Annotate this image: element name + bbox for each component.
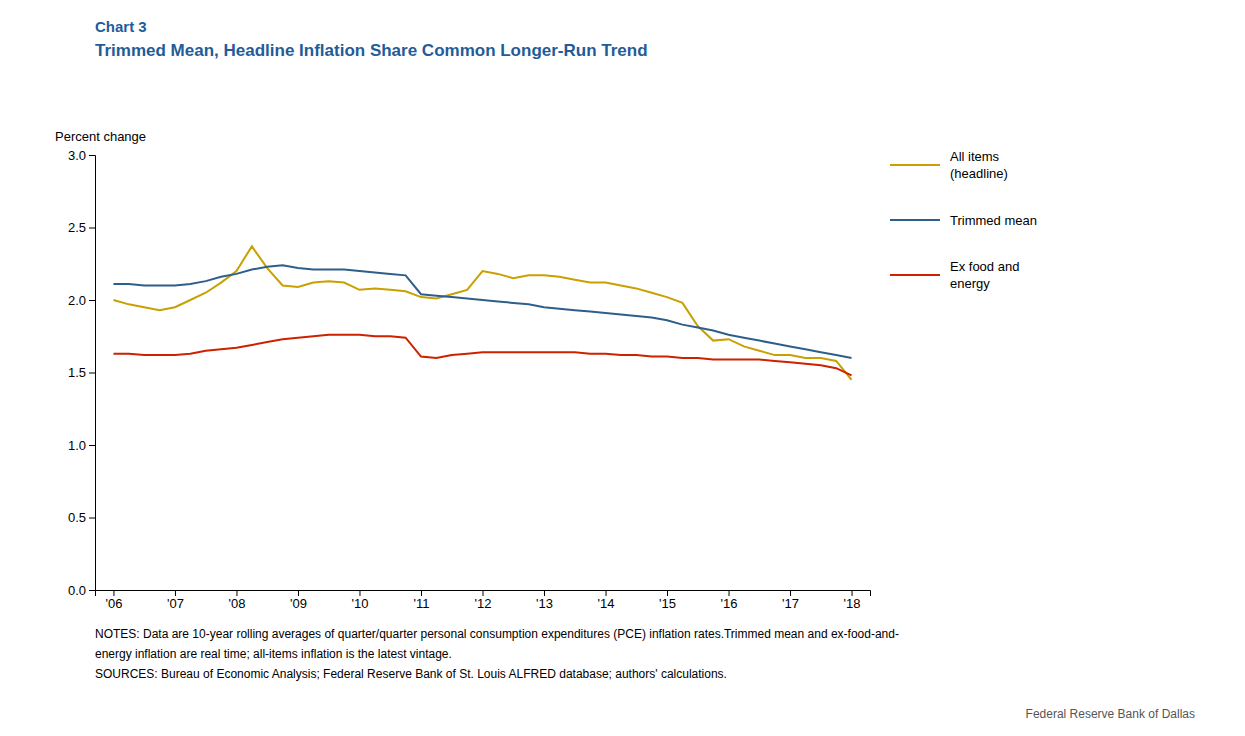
- x-tick-label: '18: [844, 596, 861, 611]
- series-line: [113, 246, 851, 379]
- x-tick: '07: [167, 590, 184, 611]
- y-tick-mark: [89, 590, 95, 591]
- x-tick-label: '15: [659, 596, 676, 611]
- x-tick-mark: [852, 590, 853, 596]
- y-tick-label: 0.5: [68, 510, 86, 525]
- x-tick: '08: [228, 590, 245, 611]
- series-line: [113, 265, 851, 358]
- y-tick: 2.0: [68, 293, 95, 308]
- y-tick-mark: [89, 373, 95, 374]
- y-tick-label: 2.5: [68, 220, 86, 235]
- y-axis-title: Percent change: [55, 129, 146, 144]
- x-tick-label: '08: [228, 596, 245, 611]
- x-tick: '09: [290, 590, 307, 611]
- lines: [113, 246, 851, 379]
- y-axis: 0.0 0.5 1.0 1.5 2.0 2.5 3.0: [68, 148, 96, 598]
- x-tick-label: '13: [536, 596, 553, 611]
- legend-swatch: [890, 219, 940, 221]
- y-tick-label: 1.0: [68, 438, 86, 453]
- x-tick-mark: [298, 590, 299, 596]
- x-tick-mark: [790, 590, 791, 596]
- x-axis: '06 '07 '08 '09 '10 '11 '12 '13 '14 '15 '16 '17 '18: [96, 590, 871, 611]
- x-tick: '13: [536, 590, 553, 611]
- legend-label-line: energy: [950, 276, 990, 291]
- y-tick-label: 2.0: [68, 293, 86, 308]
- y-tick: 3.0: [68, 148, 95, 163]
- legend-label: Ex food and energy: [950, 259, 1019, 291]
- chart-label: Chart 3: [95, 18, 147, 35]
- legend-swatch: [890, 274, 940, 276]
- y-tick-mark: [89, 300, 95, 301]
- x-tick-mark: [667, 590, 668, 596]
- x-tick-mark: [483, 590, 484, 596]
- x-tick: '16: [721, 590, 738, 611]
- x-tick-label: '17: [782, 596, 799, 611]
- x-tick-label: '12: [475, 596, 492, 611]
- legend-label: All items (headline): [950, 149, 1008, 181]
- y-tick-label: 1.5: [68, 365, 86, 380]
- legend-label-line: Ex food and: [950, 259, 1019, 274]
- note: NOTES: Data are 10-year rolling averages…: [95, 627, 899, 641]
- x-tick-label: '07: [167, 596, 184, 611]
- y-tick: 1.0: [68, 438, 95, 453]
- x-tick-mark: [606, 590, 607, 596]
- title: Trimmed Mean, Headline Inflation Share C…: [95, 41, 648, 60]
- x-tick-label: '10: [352, 596, 369, 611]
- plot: '06 '07 '08 '09 '10 '11 '12 '13 '14 '15 '16 '17 '18 0…: [68, 148, 871, 612]
- x-tick-label: '16: [721, 596, 738, 611]
- x-tick-label: '09: [290, 596, 307, 611]
- x-tick: '11: [413, 590, 429, 611]
- y-tick-mark: [89, 445, 95, 446]
- series-line: [113, 335, 851, 376]
- x-tick-label: '14: [598, 596, 615, 611]
- x-tick-mark: [359, 590, 360, 596]
- y-tick: 0.0: [68, 583, 95, 598]
- x-tick: '14: [598, 590, 615, 611]
- note: energy inflation are real time; all-item…: [95, 647, 452, 661]
- x-tick-label: '06: [105, 596, 122, 611]
- x-tick-mark: [175, 590, 176, 596]
- x-tick: '17: [782, 590, 799, 611]
- x-tick: '18: [844, 590, 861, 611]
- legend-swatch: [890, 164, 940, 166]
- y-tick-label: 3.0: [68, 148, 86, 163]
- y-tick-label: 0.0: [68, 583, 86, 598]
- y-axis-line: [89, 156, 96, 591]
- x-tick-mark: [236, 590, 237, 596]
- x-tick: '06: [105, 590, 122, 611]
- x-tick-mark: [729, 590, 730, 596]
- note: SOURCES: Bureau of Economic Analysis; Fe…: [95, 667, 727, 681]
- x-tick: '12: [475, 590, 492, 611]
- y-tick-mark: [89, 228, 95, 229]
- x-tick: '10: [352, 590, 369, 611]
- legend-label: Trimmed mean: [950, 213, 1037, 228]
- y-tick: 0.5: [68, 510, 95, 525]
- x-tick-mark: [544, 590, 545, 596]
- x-axis-line: [96, 591, 871, 597]
- legend: All items (headline) Trimmed mean Ex food a…: [890, 149, 1037, 291]
- legend-label-line: All items: [950, 149, 1000, 164]
- y-tick: 1.5: [68, 365, 95, 380]
- footnote: Federal Reserve Bank of Dallas: [1026, 707, 1195, 721]
- x-tick: '15: [659, 590, 676, 611]
- legend-label-line: (headline): [950, 166, 1008, 181]
- x-tick-mark: [113, 590, 114, 596]
- chart: '06 '07 '08 '09 '10 '11 '12 '13 '14 '15 '16 '17 '18 0…: [0, 0, 1245, 736]
- y-tick: 2.5: [68, 220, 95, 235]
- y-tick-mark: [89, 518, 95, 519]
- x-tick-mark: [421, 590, 422, 596]
- legend-label-line: Trimmed mean: [950, 213, 1037, 228]
- x-tick-label: '11: [413, 596, 429, 611]
- y-tick-mark: [89, 155, 95, 156]
